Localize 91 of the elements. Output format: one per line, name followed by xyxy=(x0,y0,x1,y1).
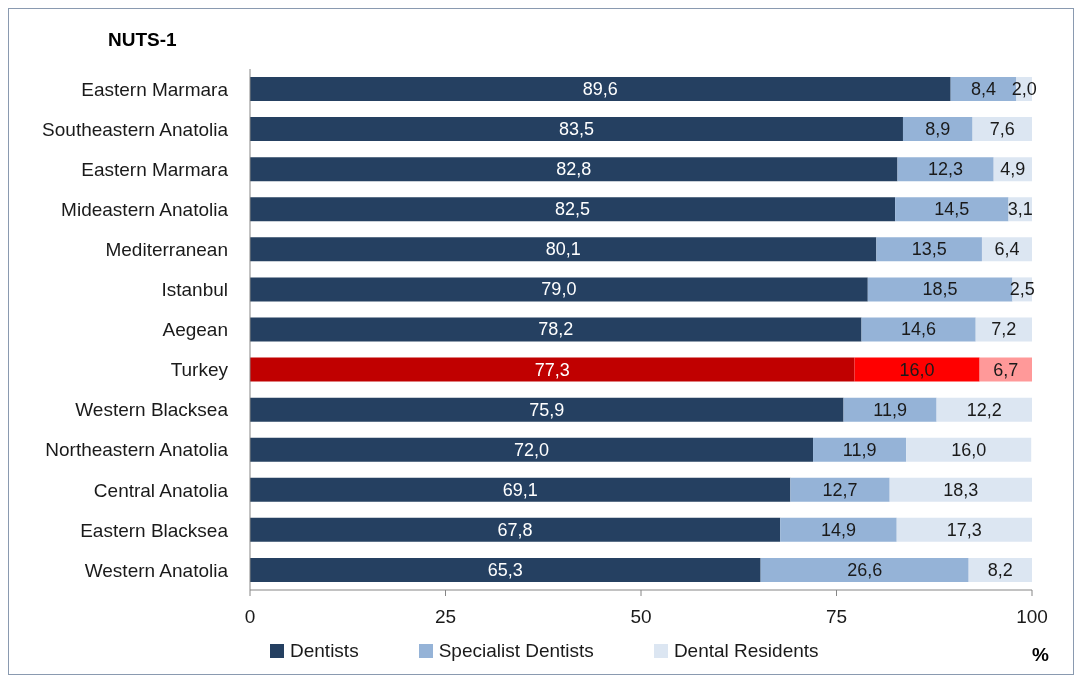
bar xyxy=(250,357,855,382)
x-tick-label: 100 xyxy=(1016,606,1048,628)
data-label: 12,7 xyxy=(822,479,858,500)
bar xyxy=(897,157,994,182)
bar xyxy=(250,277,868,302)
bar xyxy=(843,397,937,422)
data-label: 8,9 xyxy=(925,119,951,140)
bar xyxy=(876,237,982,262)
data-label: 11,9 xyxy=(842,439,877,460)
data-label: 69,1 xyxy=(502,479,538,500)
data-label: 3,1 xyxy=(1007,199,1033,220)
data-label: 16,0 xyxy=(899,359,935,380)
data-label: 78,2 xyxy=(538,319,574,340)
data-label: 65,3 xyxy=(487,559,523,580)
bar xyxy=(906,437,1032,462)
data-label: 6,4 xyxy=(994,239,1020,260)
data-label: 77,3 xyxy=(534,359,570,380)
x-tick-label: 50 xyxy=(630,606,652,628)
bar xyxy=(936,397,1032,422)
bar xyxy=(813,437,907,462)
y-tick-label: Eastern Blacksea xyxy=(80,519,229,541)
data-label: 18,5 xyxy=(922,279,958,300)
x-tick-label: 75 xyxy=(825,606,848,628)
data-label: 89,6 xyxy=(582,79,618,100)
x-axis-title: % xyxy=(1032,644,1049,665)
y-tick-label: Western Blacksea xyxy=(75,399,229,421)
bar xyxy=(896,517,1032,542)
bar xyxy=(250,517,781,542)
y-tick-label: Istanbul xyxy=(161,279,228,301)
y-tick-label: Eastern Marmara xyxy=(81,158,229,180)
bar xyxy=(889,477,1032,502)
y-tick-label: Northeastern Anatolia xyxy=(45,439,229,461)
data-label: 82,5 xyxy=(555,199,591,220)
data-label: 2,0 xyxy=(1011,79,1037,100)
data-label: 79,0 xyxy=(541,279,577,300)
legend-label: Specialist Dentists xyxy=(438,640,594,662)
data-label: 6,7 xyxy=(993,359,1019,380)
bar xyxy=(250,477,791,502)
bar xyxy=(760,557,969,582)
data-label: 72,0 xyxy=(514,439,550,460)
data-label: 13,5 xyxy=(911,239,947,260)
data-label: 83,5 xyxy=(558,119,595,140)
y-tick-label: Turkey xyxy=(170,359,229,381)
data-label: 14,5 xyxy=(934,199,970,220)
data-label: 8,2 xyxy=(987,559,1013,580)
data-label: 17,3 xyxy=(946,519,982,540)
data-label: 80,1 xyxy=(545,239,581,260)
bar xyxy=(250,317,862,342)
bar xyxy=(975,317,1032,342)
data-label: 67,8 xyxy=(497,519,533,540)
data-label: 7,6 xyxy=(989,119,1015,140)
bar xyxy=(250,77,951,102)
bar xyxy=(861,317,976,342)
data-label: 14,9 xyxy=(820,519,856,540)
data-label: 18,3 xyxy=(943,479,979,500)
data-label: 4,9 xyxy=(1000,159,1026,180)
y-tick-label: Southeastern Anatolia xyxy=(42,118,229,140)
data-label: 7,2 xyxy=(991,319,1017,340)
data-label: 12,2 xyxy=(966,399,1002,420)
bar xyxy=(895,197,1009,222)
data-label: 14,6 xyxy=(901,319,937,340)
data-label: 82,8 xyxy=(556,159,592,180)
y-tick-label: Central Anatolia xyxy=(93,479,229,501)
y-tick-label: Western Anatolia xyxy=(84,559,229,581)
bar xyxy=(780,517,897,542)
bar xyxy=(250,157,898,182)
x-tick-label: 25 xyxy=(434,606,457,628)
bar xyxy=(250,557,761,582)
bar xyxy=(854,357,980,382)
bar xyxy=(902,117,973,142)
bar xyxy=(250,197,896,222)
data-label: 26,6 xyxy=(847,559,883,580)
bar xyxy=(250,397,844,422)
chart-title: NUTS-1 xyxy=(108,29,177,50)
y-tick-label: Eastern Marmara xyxy=(81,78,229,100)
bar xyxy=(250,117,903,142)
y-tick-label: Mediterranean xyxy=(105,239,228,261)
data-label: 11,9 xyxy=(873,399,907,420)
data-label: 12,3 xyxy=(928,159,964,180)
data-label: 2,5 xyxy=(1009,279,1035,300)
data-label: 16,0 xyxy=(951,439,987,460)
data-label: 75,9 xyxy=(529,399,565,420)
bar xyxy=(790,477,890,502)
y-tick-label: Mideastern Anatolia xyxy=(61,199,229,221)
data-label: 8,4 xyxy=(971,79,997,100)
y-tick-label: Aegean xyxy=(162,319,228,341)
x-tick-label: 0 xyxy=(244,606,256,628)
bar xyxy=(250,437,814,462)
legend-label: Dental Residents xyxy=(673,640,819,662)
bar xyxy=(250,237,877,262)
legend-label: Dentists xyxy=(290,640,359,662)
